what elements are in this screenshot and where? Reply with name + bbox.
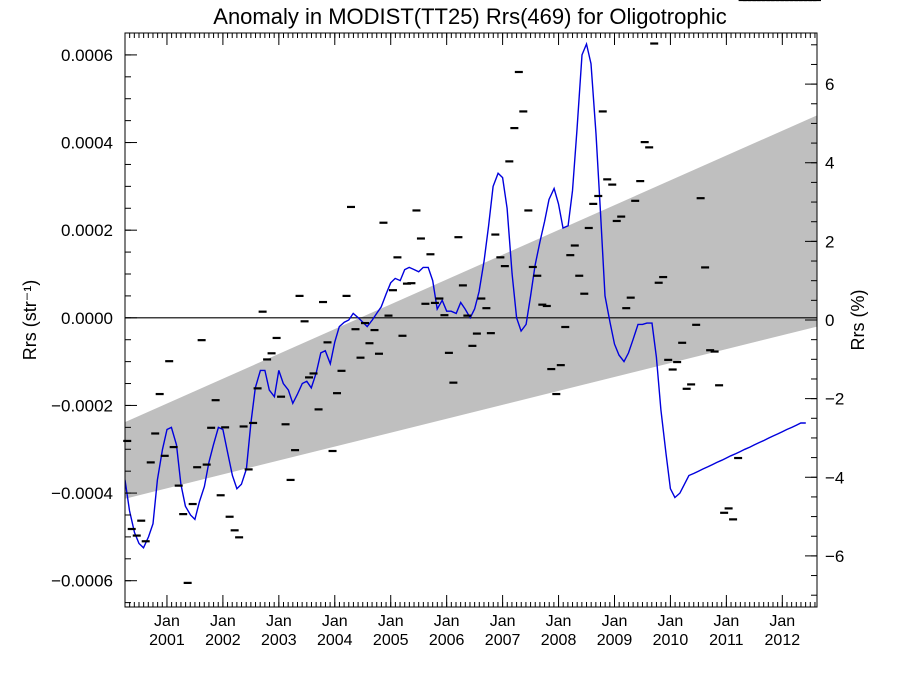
x-tick-label-year: 2011 (709, 632, 744, 649)
x-tick-label-month: Jan (210, 613, 236, 630)
x-tick-label-month: Jan (658, 613, 684, 630)
x-tick-label-year: 2012 (765, 632, 801, 649)
smoothed-line (125, 41, 806, 549)
plot-area: 0.0006 0.0004 0.0002 0.0000 −0.0002 −0.0004 −0… (51, 0, 844, 649)
y-tick-label-left: 0.0004 (61, 134, 113, 153)
y-tick-label-left: 0.0000 (61, 309, 113, 328)
x-tick-label-year: 2003 (261, 632, 297, 649)
x-tick-label-month: Jan (434, 613, 460, 630)
y-axis-label-right: Rrs (%) (848, 290, 868, 351)
trend-band (125, 115, 817, 499)
x-tick-label-month: Jan (602, 613, 628, 630)
x-tick-label-year: 2010 (653, 632, 689, 649)
y-tick-label-left: −0.0006 (51, 572, 113, 591)
x-tick-label-year: 2009 (597, 632, 633, 649)
x-tick-label-year: 2005 (373, 632, 409, 649)
x-tick-label-month: Jan (769, 613, 795, 630)
y-axis-label-left: Rrs (str⁻¹) (20, 280, 40, 360)
y-tick-label-right: −6 (825, 547, 844, 566)
y-tick-label-right: 6 (825, 75, 834, 94)
y-tick-label-right: 0 (825, 311, 834, 330)
y-tick-label-right: 4 (825, 154, 834, 173)
x-tick-label-month: Jan (154, 613, 180, 630)
x-tick-label-month: Jan (266, 613, 292, 630)
x-tick-label-month: Jan (546, 613, 572, 630)
y-tick-label-left: 0.0006 (61, 46, 113, 65)
y-tick-label-left: −0.0002 (51, 396, 113, 415)
y-tick-label-right: 2 (825, 232, 834, 251)
x-tick-label-year: 2002 (205, 632, 241, 649)
y-tick-label-left: −0.0004 (51, 484, 113, 503)
x-tick-label-year: 2001 (149, 632, 185, 649)
y-tick-label-left: 0.0002 (61, 221, 113, 240)
x-tick-label-year: 2008 (541, 632, 577, 649)
x-tick-label-year: 2007 (485, 632, 521, 649)
x-tick-label-month: Jan (490, 613, 516, 630)
y-tick-label-right: −4 (825, 468, 844, 487)
x-tick-label-month: Jan (713, 613, 739, 630)
y-tick-label-right: −2 (825, 390, 844, 409)
x-tick-label-year: 2004 (317, 632, 353, 649)
chart-title: Anomaly in MODIST(TT25) Rrs(469) for Oli… (213, 4, 726, 29)
x-tick-label-month: Jan (322, 613, 348, 630)
x-tick-label-month: Jan (378, 613, 404, 630)
x-tick-label-year: 2006 (429, 632, 465, 649)
